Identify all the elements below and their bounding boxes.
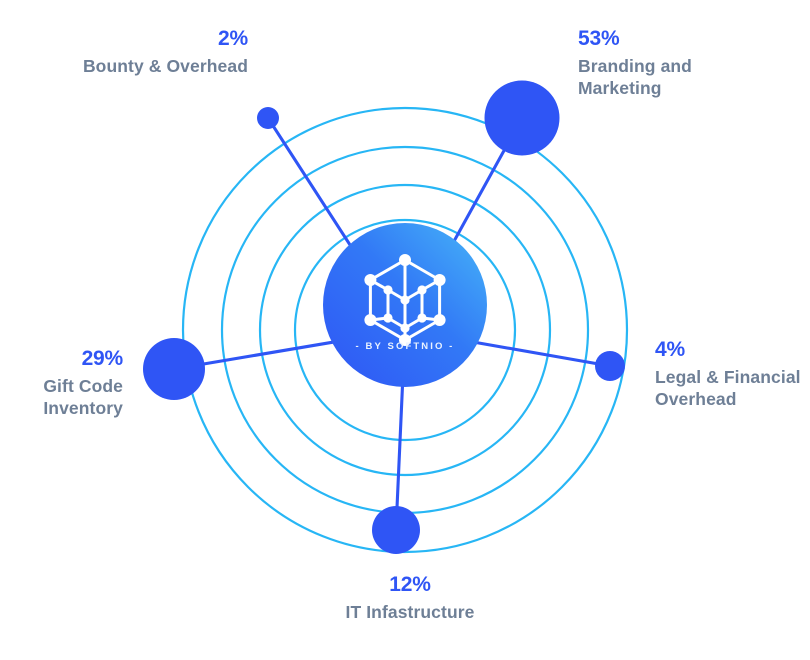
percent-legal: 4% bbox=[655, 338, 685, 361]
ring-1 bbox=[293, 218, 517, 442]
label-it-infrastructure[interactable]: 12% IT Infastructure bbox=[300, 572, 520, 623]
ring-2 bbox=[258, 183, 552, 477]
hexagon-network-icon bbox=[364, 254, 446, 346]
percent-bounty: 2% bbox=[218, 27, 248, 50]
label-gift-code-inventory[interactable]: 29% Gift Code Inventory bbox=[8, 346, 123, 420]
percent-it: 12% bbox=[389, 573, 431, 596]
node-legal[interactable] bbox=[595, 351, 625, 381]
node-branding[interactable] bbox=[484, 80, 560, 156]
percent-branding: 53% bbox=[578, 27, 620, 50]
name-branding: Branding and Marketing bbox=[578, 55, 692, 99]
name-bounty: Bounty & Overhead bbox=[82, 55, 248, 76]
name-gift: Gift Code Inventory bbox=[43, 375, 123, 419]
label-branding-marketing[interactable]: 53% Branding and Marketing bbox=[578, 26, 793, 100]
node-bounty[interactable] bbox=[257, 107, 279, 129]
name-legal: Legal & Financial Overhead bbox=[655, 366, 801, 410]
label-bounty-overhead[interactable]: 2% Bounty & Overhead bbox=[38, 26, 248, 77]
name-it: IT Infastructure bbox=[345, 601, 475, 622]
node-group bbox=[143, 80, 625, 554]
label-legal-financial-overhead[interactable]: 4% Legal & Financial Overhead bbox=[655, 337, 810, 411]
percent-gift: 29% bbox=[81, 347, 124, 370]
node-gift[interactable] bbox=[143, 338, 205, 400]
node-it[interactable] bbox=[372, 506, 420, 554]
